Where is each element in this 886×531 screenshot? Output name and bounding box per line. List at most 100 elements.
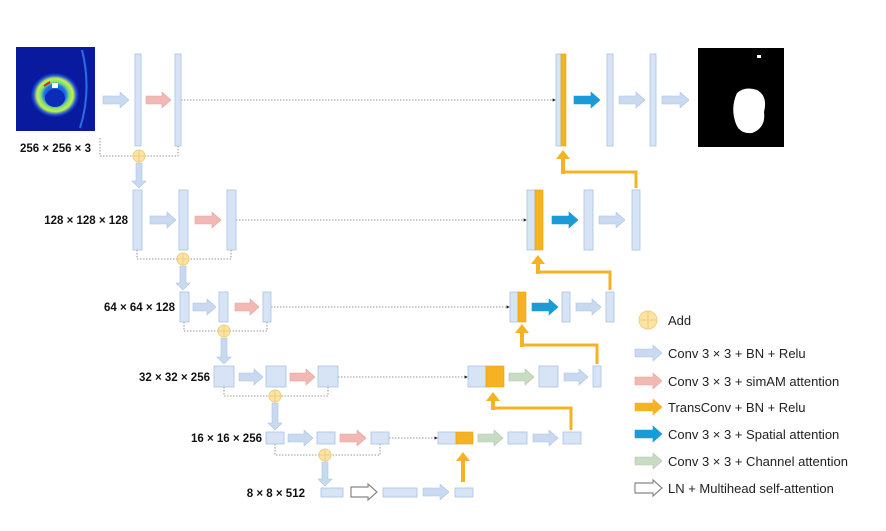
transconv-up-arrow-icon — [486, 392, 500, 410]
conv-bn-relu-arrow-icon — [422, 483, 450, 501]
dim-label-level4: 32 × 32 × 256 — [139, 372, 210, 384]
conv-bn-relu-arrow-icon — [563, 368, 589, 386]
legend-label-conv-bn-relu: Conv 3 × 3 + BN + Relu — [668, 346, 806, 361]
feature-map — [262, 291, 272, 323]
upsample-path — [493, 406, 573, 430]
feature-map — [316, 431, 336, 445]
downsample-arrow-icon — [216, 337, 232, 365]
feature-map — [265, 431, 285, 445]
conv-bn-relu-arrow-icon — [238, 368, 264, 386]
simam-arrow-icon — [634, 372, 663, 390]
channel-attention-arrow-icon — [508, 368, 535, 386]
conv-bn-relu-arrow-icon — [532, 429, 559, 447]
transconv-up-arrow-icon — [556, 150, 570, 174]
feature-map — [649, 53, 657, 147]
feature-map — [226, 189, 237, 251]
legend-label-simam: Conv 3 × 3 + simAM attention — [668, 374, 839, 389]
feature-map — [606, 53, 614, 147]
downsample-arrow-icon — [267, 402, 283, 431]
dim-label-level6: 8 × 8 × 512 — [247, 488, 305, 500]
legend-label-spatial-attention: Conv 3 × 3 + Spatial attention — [668, 427, 839, 442]
downsample-arrow-icon — [317, 461, 333, 487]
skip-connection-line — [230, 322, 268, 332]
feature-map — [370, 431, 390, 445]
legend-label-mhsa: LN + Multihead self-attention — [668, 481, 834, 496]
feature-map — [583, 189, 594, 251]
skip-connection-line — [99, 138, 132, 157]
feature-map — [562, 431, 582, 445]
spatial-attention-arrow-icon — [573, 91, 601, 109]
conv-bn-relu-arrow-icon — [618, 91, 646, 109]
feature-map — [561, 291, 571, 323]
downsample-arrow-icon — [175, 265, 191, 291]
transconv-up-arrow-icon — [456, 452, 470, 482]
skip-connection-line — [183, 322, 218, 332]
legend-label-channel-attention: Conv 3 × 3 + Channel attention — [668, 454, 848, 469]
legend: Add Conv 3 × 3 + BN + Relu Conv 3 × 3 + … — [634, 310, 848, 498]
dim-label-level1: 256 × 256 × 3 — [20, 143, 91, 155]
skip-connection-line — [136, 250, 177, 260]
spatial-attention-arrow-icon — [634, 425, 663, 443]
skip-connection-line — [189, 250, 232, 260]
add-circle-icon — [638, 310, 658, 330]
skip-connection-line — [281, 387, 329, 397]
upsampled-feature-map — [485, 365, 505, 388]
feature-map — [317, 365, 339, 388]
feature-map — [134, 53, 142, 147]
feature-map — [467, 365, 487, 388]
feature-map — [320, 487, 344, 498]
add-circle-icon — [318, 448, 332, 462]
add-circle-icon — [176, 252, 190, 266]
feature-map — [538, 365, 559, 388]
conv-bn-relu-arrow-icon — [102, 91, 130, 109]
feature-map — [509, 291, 519, 323]
conv-bn-relu-arrow-icon — [661, 91, 690, 109]
add-circle-icon — [217, 324, 231, 338]
feature-map — [382, 487, 418, 498]
transconv-up-arrow-icon — [531, 255, 545, 274]
simam-arrow-icon — [234, 298, 260, 316]
upsampled-feature-map — [560, 53, 567, 147]
upsampled-feature-map — [534, 189, 544, 251]
channel-attention-arrow-icon — [477, 429, 504, 447]
add-circle-icon — [132, 149, 146, 163]
feature-map — [178, 189, 189, 251]
feature-map — [179, 291, 190, 323]
feature-map — [507, 431, 528, 445]
legend-label-transconv: TransConv + BN + Relu — [668, 400, 806, 415]
upsample-path — [538, 270, 612, 290]
mhsa-arrow-icon — [634, 478, 663, 498]
conv-bn-relu-arrow-icon — [192, 298, 217, 316]
upsample-path — [563, 170, 638, 188]
feature-map — [526, 189, 536, 251]
dim-label-level3: 64 × 64 × 128 — [104, 302, 176, 314]
conv-bn-relu-arrow-icon — [149, 211, 177, 229]
skip-connection-line — [223, 387, 269, 397]
upsampled-feature-map — [455, 431, 474, 445]
simam-arrow-icon — [339, 429, 367, 447]
mhsa-arrow-icon — [350, 482, 378, 502]
dim-label-level5: 16 × 16 × 256 — [191, 433, 262, 445]
feature-map — [174, 53, 182, 147]
simam-arrow-icon — [194, 211, 222, 229]
downsample-arrow-icon — [131, 162, 147, 189]
skip-connection-line — [274, 444, 319, 456]
feature-map — [631, 189, 641, 251]
feature-map — [132, 189, 143, 251]
legend-label-add: Add — [668, 313, 691, 328]
conv-bn-relu-arrow-icon — [634, 344, 663, 362]
skip-connection-line — [145, 146, 179, 157]
conv-bn-relu-arrow-icon — [575, 298, 602, 316]
upsampled-feature-map — [517, 291, 527, 323]
dim-label-level2: 128 × 128 × 128 — [44, 215, 128, 227]
feature-map — [592, 365, 602, 388]
input-mri-image — [16, 47, 95, 131]
skip-connection-line — [331, 444, 381, 456]
channel-attention-arrow-icon — [634, 452, 663, 470]
upsample-path — [522, 343, 599, 364]
transconv-up-arrow-icon — [515, 324, 529, 347]
spatial-attention-arrow-icon — [531, 298, 559, 316]
feature-map — [454, 487, 474, 498]
